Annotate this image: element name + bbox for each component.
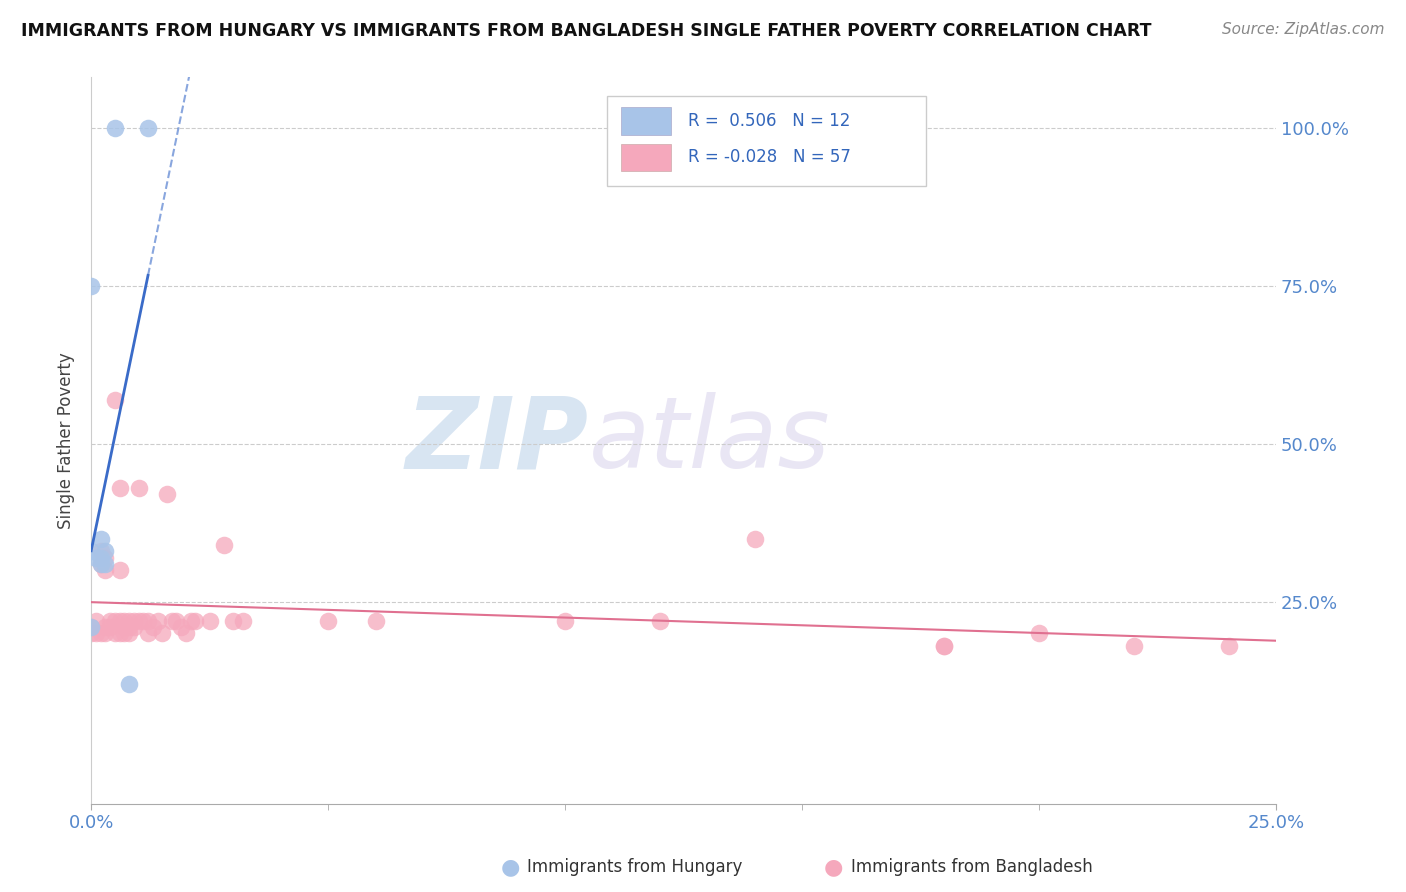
Text: R = -0.028   N = 57: R = -0.028 N = 57 <box>689 148 851 167</box>
Text: ●: ● <box>501 857 520 877</box>
Point <box>122 614 145 628</box>
Point <box>170 620 193 634</box>
Point <box>112 626 135 640</box>
Point <box>108 614 131 628</box>
Text: Source: ZipAtlas.com: Source: ZipAtlas.com <box>1222 22 1385 37</box>
Point <box>1218 639 1240 653</box>
Point <box>98 620 121 634</box>
Point <box>80 279 103 293</box>
Point <box>94 557 117 571</box>
Point <box>364 614 387 628</box>
Point <box>90 532 112 546</box>
Point <box>104 120 127 135</box>
Point <box>198 614 221 628</box>
Point <box>934 639 956 653</box>
Point <box>90 557 112 571</box>
Point <box>128 614 150 628</box>
Text: atlas: atlas <box>589 392 831 489</box>
Text: R =  0.506   N = 12: R = 0.506 N = 12 <box>689 112 851 130</box>
Text: Immigrants from Bangladesh: Immigrants from Bangladesh <box>851 858 1092 876</box>
Point <box>142 620 165 634</box>
Point <box>744 532 766 546</box>
Point <box>94 563 117 577</box>
Point <box>84 550 107 565</box>
Point <box>1028 626 1050 640</box>
Point <box>90 557 112 571</box>
Point <box>104 392 127 407</box>
Point <box>934 639 956 653</box>
Point <box>94 544 117 558</box>
Point <box>136 626 159 640</box>
Text: ●: ● <box>824 857 844 877</box>
Point <box>108 626 131 640</box>
Point <box>118 626 141 640</box>
Point <box>90 626 112 640</box>
Point <box>316 614 339 628</box>
Point <box>104 626 127 640</box>
Text: IMMIGRANTS FROM HUNGARY VS IMMIGRANTS FROM BANGLADESH SINGLE FATHER POVERTY CORR: IMMIGRANTS FROM HUNGARY VS IMMIGRANTS FR… <box>21 22 1152 40</box>
Point <box>80 620 103 634</box>
Point <box>122 620 145 634</box>
Point <box>118 614 141 628</box>
Point <box>80 620 103 634</box>
Point <box>128 481 150 495</box>
Point <box>156 487 179 501</box>
Point <box>146 614 169 628</box>
Point <box>84 614 107 628</box>
Point <box>554 614 576 628</box>
Point <box>94 620 117 634</box>
Point <box>90 550 112 565</box>
Point <box>180 614 202 628</box>
Point <box>98 614 121 628</box>
Point <box>222 614 245 628</box>
Point <box>160 614 183 628</box>
Text: Immigrants from Hungary: Immigrants from Hungary <box>527 858 742 876</box>
Text: ZIP: ZIP <box>406 392 589 489</box>
FancyBboxPatch shape <box>621 144 671 171</box>
Point <box>84 626 107 640</box>
Point <box>1122 639 1144 653</box>
Point <box>136 120 159 135</box>
Point <box>118 620 141 634</box>
Point <box>112 620 135 634</box>
Point <box>80 626 103 640</box>
Point <box>184 614 207 628</box>
FancyBboxPatch shape <box>621 107 671 135</box>
Y-axis label: Single Father Poverty: Single Father Poverty <box>58 352 75 529</box>
Point <box>108 481 131 495</box>
Point <box>90 544 112 558</box>
Point <box>94 626 117 640</box>
Point <box>150 626 173 640</box>
Point <box>166 614 188 628</box>
Point <box>232 614 254 628</box>
Point <box>112 614 135 628</box>
Point <box>174 626 197 640</box>
FancyBboxPatch shape <box>606 95 927 186</box>
Point <box>136 614 159 628</box>
Point <box>648 614 671 628</box>
Point <box>104 614 127 628</box>
Point <box>108 563 131 577</box>
Point <box>132 614 155 628</box>
Point <box>94 550 117 565</box>
Point <box>118 677 141 691</box>
Point <box>212 538 235 552</box>
Point <box>80 544 103 558</box>
